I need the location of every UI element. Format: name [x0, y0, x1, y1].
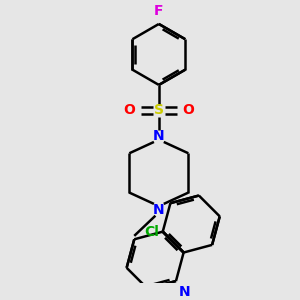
Text: S: S: [154, 103, 164, 118]
Text: O: O: [123, 103, 135, 118]
Text: N: N: [153, 129, 165, 143]
Text: F: F: [154, 4, 164, 18]
Text: N: N: [153, 203, 165, 217]
Text: Cl: Cl: [144, 225, 159, 239]
Text: O: O: [182, 103, 194, 118]
Text: N: N: [179, 285, 190, 299]
